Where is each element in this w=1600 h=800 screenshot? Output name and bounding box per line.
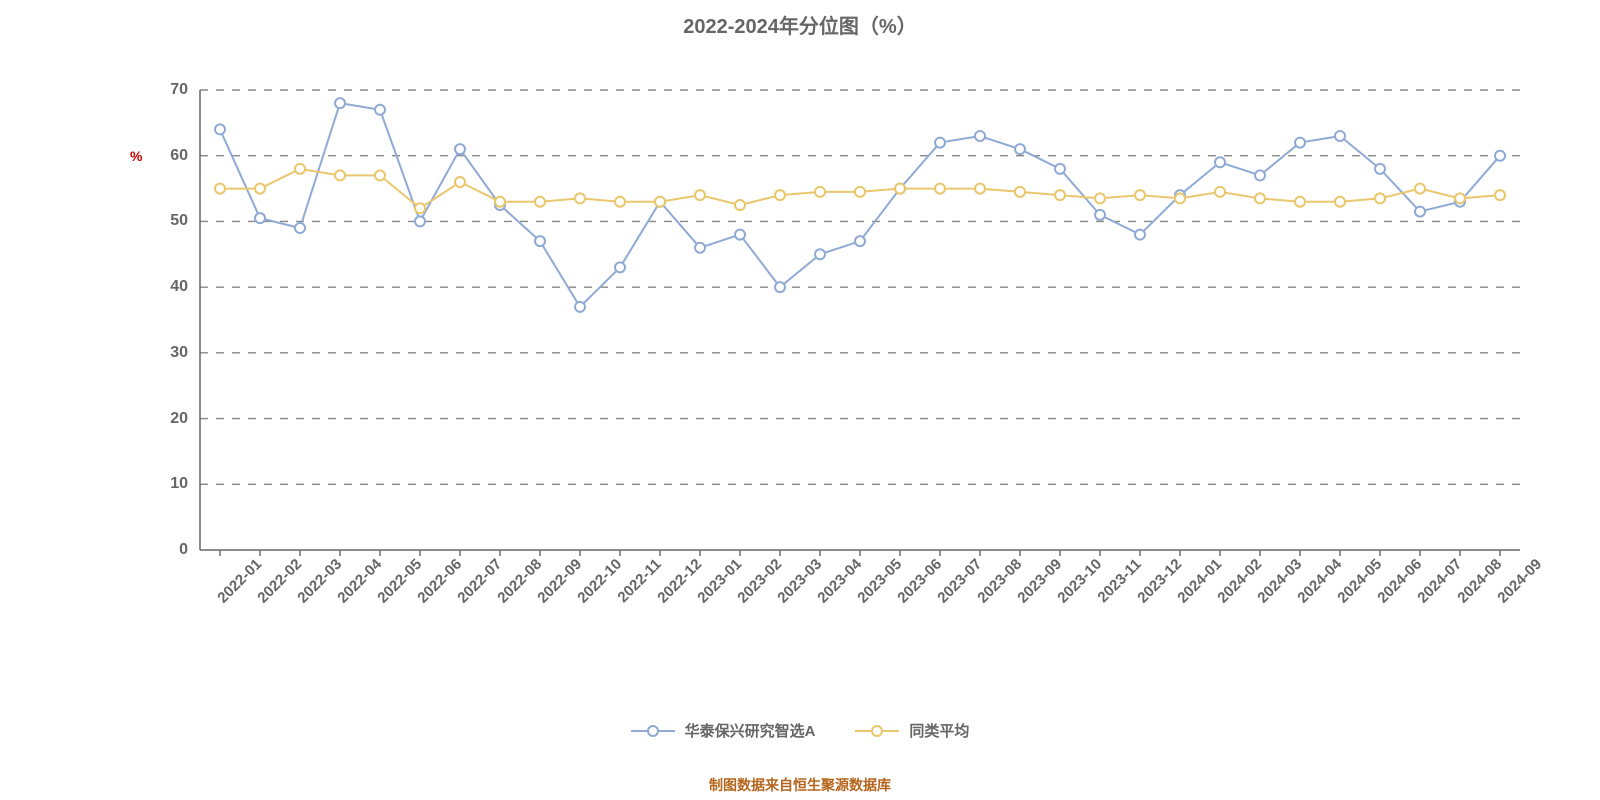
x-tick-label: 2023-02 (729, 550, 786, 607)
x-tick-label: 2023-06 (889, 550, 946, 607)
legend-item: 同类平均 (855, 720, 969, 741)
x-tick-label: 2022-10 (569, 550, 626, 607)
x-tick-label: 2022-03 (289, 550, 346, 607)
x-tick-label: 2022-12 (649, 550, 706, 607)
chart-svg (200, 90, 1520, 550)
x-tick-label: 2024-03 (1249, 550, 1306, 607)
x-tick-label: 2024-08 (1449, 550, 1506, 607)
y-axis-unit: % (130, 148, 142, 164)
x-tick-label: 2023-12 (1129, 550, 1186, 607)
percentile-chart: 2022-2024年分位图（%） % 0102030405060702022-0… (0, 0, 1600, 800)
x-tick-label: 2024-04 (1289, 550, 1346, 607)
legend-swatch-icon (855, 724, 899, 738)
legend-label: 同类平均 (909, 720, 969, 741)
x-tick-label: 2023-01 (689, 550, 746, 607)
y-tick-label: 0 (179, 541, 200, 559)
y-tick-label: 50 (170, 212, 200, 230)
plot-area: 0102030405060702022-012022-022022-032022… (200, 90, 1520, 550)
y-tick-label: 60 (170, 147, 200, 165)
x-tick-label: 2022-02 (249, 550, 306, 607)
legend: 华泰保兴研究智选A 同类平均 (0, 720, 1600, 741)
x-tick-label: 2024-02 (1209, 550, 1266, 607)
y-tick-label: 70 (170, 81, 200, 99)
y-tick-label: 20 (170, 410, 200, 428)
x-tick-label: 2023-07 (929, 550, 986, 607)
x-tick-label: 2022-04 (329, 550, 386, 607)
x-tick-label: 2024-06 (1369, 550, 1426, 607)
x-tick-label: 2022-09 (529, 550, 586, 607)
x-tick-label: 2022-01 (209, 550, 266, 607)
y-tick-label: 40 (170, 278, 200, 296)
x-tick-label: 2024-07 (1409, 550, 1466, 607)
x-tick-label: 2024-05 (1329, 550, 1386, 607)
x-tick-label: 2023-03 (769, 550, 826, 607)
source-note: 制图数据来自恒生聚源数据库 (0, 775, 1600, 795)
x-tick-label: 2023-04 (809, 550, 866, 607)
legend-item: 华泰保兴研究智选A (631, 720, 816, 741)
legend-label: 华泰保兴研究智选A (685, 720, 816, 741)
x-tick-label: 2023-05 (849, 550, 906, 607)
chart-title: 2022-2024年分位图（%） (0, 10, 1600, 39)
y-tick-label: 30 (170, 344, 200, 362)
x-tick-label: 2022-05 (369, 550, 426, 607)
x-tick-label: 2024-09 (1489, 550, 1546, 607)
x-tick-label: 2022-07 (449, 550, 506, 607)
x-tick-label: 2022-06 (409, 550, 466, 607)
y-tick-label: 10 (170, 475, 200, 493)
x-tick-label: 2023-10 (1049, 550, 1106, 607)
x-tick-label: 2024-01 (1169, 550, 1226, 607)
legend-swatch-icon (631, 724, 675, 738)
x-tick-label: 2023-08 (969, 550, 1026, 607)
x-tick-label: 2023-09 (1009, 550, 1066, 607)
x-tick-label: 2022-08 (489, 550, 546, 607)
